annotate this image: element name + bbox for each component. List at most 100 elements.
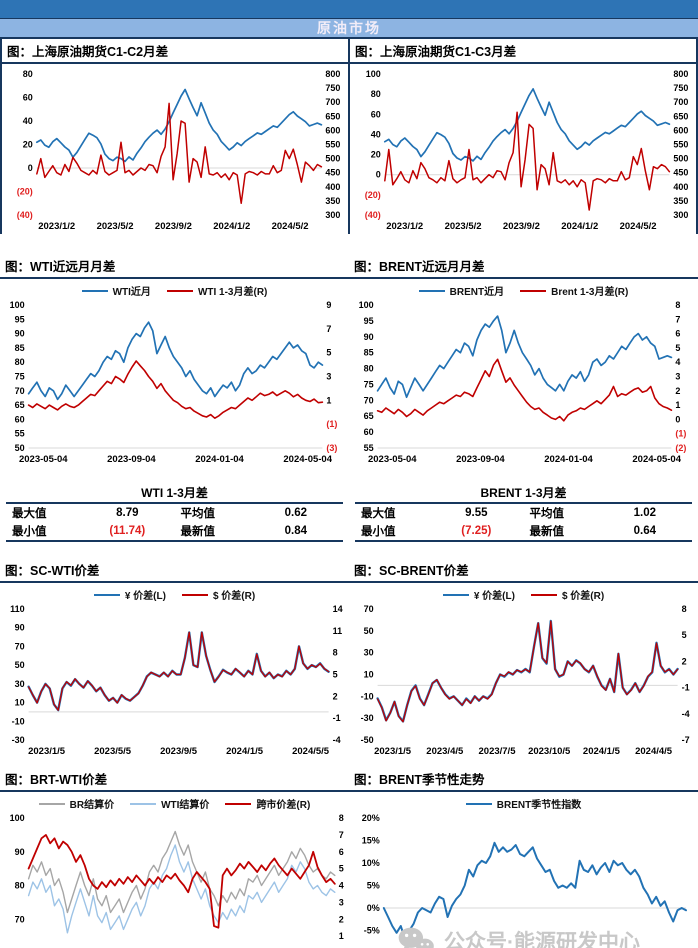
series-line-0 bbox=[382, 841, 687, 941]
svg-text:-10: -10 bbox=[361, 691, 374, 701]
chart-title-sc-c1c2: 图：上海原油期货C1-C2月差 bbox=[2, 39, 350, 62]
svg-text:6: 6 bbox=[675, 329, 680, 339]
stat-value: 0.84 bbox=[284, 525, 307, 537]
svg-text:350: 350 bbox=[673, 196, 688, 206]
chart-canvas: 70 50 30 10 -10 -30 -50 8 5 2 -1 -4 -7 2023/1/5 2023/4… bbox=[361, 604, 690, 757]
svg-text:2023-05-04: 2023-05-04 bbox=[19, 454, 68, 465]
svg-text:-4: -4 bbox=[333, 735, 341, 745]
spacer bbox=[0, 542, 698, 558]
svg-text:2024/1/5: 2024/1/5 bbox=[583, 746, 621, 757]
svg-text:5: 5 bbox=[333, 670, 338, 680]
chart-canvas: 1009590858075706560555097531(1)(3)2023-0… bbox=[10, 300, 338, 465]
svg-text:10: 10 bbox=[364, 670, 374, 680]
chart-title-sc-wti: 图：SC-WTI价差 bbox=[5, 564, 100, 578]
svg-text:90: 90 bbox=[364, 332, 374, 342]
svg-text:90: 90 bbox=[15, 847, 25, 857]
svg-text:100: 100 bbox=[359, 300, 374, 310]
svg-text:2: 2 bbox=[682, 656, 687, 666]
row1-charts: 80 60 40 20 0 (20) (40) 800 750 700 650 600 550 500 45… bbox=[2, 64, 696, 234]
svg-text:70: 70 bbox=[15, 386, 25, 396]
series-line-1 bbox=[384, 111, 671, 211]
svg-text:100: 100 bbox=[10, 813, 25, 823]
svg-text:700: 700 bbox=[673, 97, 688, 107]
svg-text:2: 2 bbox=[339, 914, 344, 924]
svg-text:650: 650 bbox=[325, 111, 340, 121]
svg-text:600: 600 bbox=[673, 125, 688, 135]
svg-text:14: 14 bbox=[333, 604, 343, 614]
svg-text:20%: 20% bbox=[362, 813, 380, 823]
svg-text:-1: -1 bbox=[333, 713, 341, 723]
svg-text:700: 700 bbox=[325, 97, 340, 107]
chart-title-sc-brent: 图：SC-BRENT价差 bbox=[354, 564, 469, 578]
chart-canvas: 100908070608765432102023/1/42023/6/42023… bbox=[10, 813, 344, 941]
svg-text:2024/1/2: 2024/1/2 bbox=[213, 221, 250, 232]
svg-text:4: 4 bbox=[339, 881, 344, 891]
svg-text:2023/9/2: 2023/9/2 bbox=[503, 221, 540, 232]
svg-text:750: 750 bbox=[673, 83, 688, 93]
svg-text:2023-09-04: 2023-09-04 bbox=[456, 454, 505, 465]
svg-text:2024-05-04: 2024-05-04 bbox=[632, 454, 681, 465]
svg-text:40: 40 bbox=[23, 116, 33, 126]
svg-text:85: 85 bbox=[15, 343, 25, 353]
svg-text:50: 50 bbox=[15, 660, 25, 670]
row1-titles: 图：上海原油期货C1-C2月差 图：上海原油期货C1-C3月差 bbox=[2, 39, 696, 64]
svg-text:0: 0 bbox=[675, 414, 680, 424]
svg-text:40: 40 bbox=[371, 129, 381, 139]
svg-text:75: 75 bbox=[15, 372, 25, 382]
svg-text:(1): (1) bbox=[675, 429, 686, 439]
svg-text:70: 70 bbox=[15, 914, 25, 924]
svg-text:80: 80 bbox=[15, 357, 25, 367]
svg-text:0: 0 bbox=[28, 163, 33, 173]
svg-text:600: 600 bbox=[325, 125, 340, 135]
spacer bbox=[0, 234, 698, 254]
svg-text:10%: 10% bbox=[362, 858, 380, 868]
svg-text:20: 20 bbox=[371, 150, 381, 160]
svg-text:-4: -4 bbox=[682, 709, 690, 719]
series-line-0 bbox=[27, 321, 324, 401]
svg-text:4: 4 bbox=[675, 357, 680, 367]
svg-text:110: 110 bbox=[10, 604, 25, 614]
svg-text:-30: -30 bbox=[361, 713, 374, 723]
svg-text:95: 95 bbox=[15, 314, 25, 324]
svg-text:5: 5 bbox=[339, 864, 344, 874]
stats-table-brent: 最大值 9.55 平均值 1.02 最小值 (7.25) 最新值 0.64 bbox=[355, 502, 692, 542]
svg-text:20: 20 bbox=[23, 140, 33, 150]
svg-text:800: 800 bbox=[673, 69, 688, 79]
row4-charts: 100908070608765432102023/1/42023/6/42023… bbox=[0, 792, 698, 948]
svg-text:55: 55 bbox=[15, 429, 25, 439]
page-title: 原油市场 bbox=[317, 20, 381, 36]
svg-text:8: 8 bbox=[682, 604, 687, 614]
row2-charts: 100 95 90 85 80 75 70 65 60 55 50 9 7 5 3 1 (1) (3) 2023-0… bbox=[0, 279, 698, 467]
svg-text:300: 300 bbox=[673, 210, 688, 220]
svg-text:60: 60 bbox=[23, 93, 33, 103]
svg-text:2023/1/2: 2023/1/2 bbox=[38, 221, 75, 232]
stat-label: 最新值 bbox=[180, 526, 215, 538]
svg-text:2023-05-04: 2023-05-04 bbox=[368, 454, 417, 465]
chart-brt-wti-spread: 100908070608765432102023/1/42023/6/42023… bbox=[0, 792, 349, 948]
svg-text:(2): (2) bbox=[675, 443, 686, 453]
svg-text:2024/5/2: 2024/5/2 bbox=[272, 221, 309, 232]
svg-text:3: 3 bbox=[675, 372, 680, 382]
svg-text:85: 85 bbox=[364, 348, 374, 358]
stats-header-brent: BRENT 1-3月差 bbox=[480, 486, 567, 500]
svg-text:450: 450 bbox=[325, 168, 340, 178]
svg-text:-10: -10 bbox=[12, 716, 25, 726]
row3-titles: 图：SC-WTI价差 图：SC-BRENT价差 bbox=[0, 558, 698, 583]
svg-text:100: 100 bbox=[10, 300, 25, 310]
svg-text:30: 30 bbox=[364, 648, 374, 658]
svg-text:0%: 0% bbox=[367, 903, 380, 913]
stat-label: 平均值 bbox=[180, 508, 215, 520]
svg-text:5: 5 bbox=[682, 630, 687, 640]
svg-text:1: 1 bbox=[326, 395, 331, 405]
svg-text:30: 30 bbox=[15, 679, 25, 689]
svg-text:3: 3 bbox=[326, 372, 331, 382]
chart-canvas: 20%15%10%5%0%-5%-10%JanFebMarAprMayJunJu… bbox=[362, 813, 687, 941]
svg-text:350: 350 bbox=[325, 196, 340, 206]
svg-text:2023/1/5: 2023/1/5 bbox=[374, 746, 412, 757]
stat-value: 9.55 bbox=[465, 507, 488, 519]
header-band-dark bbox=[0, 0, 698, 19]
stat-value: 0.62 bbox=[284, 507, 307, 519]
svg-text:6: 6 bbox=[339, 847, 344, 857]
svg-text:800: 800 bbox=[325, 69, 340, 79]
